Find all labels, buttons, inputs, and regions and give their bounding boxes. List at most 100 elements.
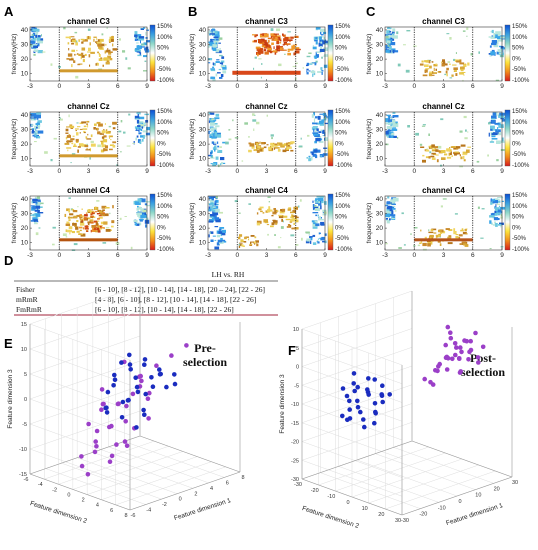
scatter-point (134, 425, 139, 430)
scatter-point (468, 338, 474, 344)
table-bands: [4 - 8], [6 - 10], [8 - 12], [10 - 14], … (95, 295, 256, 304)
scatter-point (146, 416, 151, 421)
scatter-point (372, 401, 378, 406)
z-tick-label: 0 (296, 365, 299, 371)
y-tick-label: 8 (124, 513, 127, 519)
x-tick-label: 3 (265, 83, 269, 90)
z-tick-label: -5 (22, 422, 27, 428)
scatter-point (428, 379, 433, 385)
scatter-point (340, 413, 345, 419)
scatter-point (355, 384, 361, 390)
scatter-point (147, 390, 152, 396)
x-tick-label: -20 (419, 512, 427, 518)
x-tick-label: 0 (179, 497, 182, 503)
scatter-point (475, 355, 481, 360)
scatter-point (444, 367, 450, 372)
y-tick-label: 40 (376, 112, 384, 119)
x-tick-label: 6 (116, 83, 120, 90)
grid-line (92, 302, 193, 489)
colorbar-label: 50% (512, 215, 525, 221)
heatmap-title: channel C4 (245, 186, 288, 195)
y-axis-label: Feature dimension 2 (29, 500, 88, 525)
z-tick-label: 5 (24, 372, 27, 378)
grid-line (29, 410, 141, 486)
scatter-point (119, 360, 124, 365)
x-axis-label: Feature dimension 1 (173, 497, 232, 522)
heatmap-title: channel C3 (245, 17, 288, 26)
y-tick-label: 10 (199, 156, 207, 163)
x-tick-label: 0 (235, 83, 239, 90)
scatter-point (345, 417, 350, 423)
x-axis-label: Feature dimension 1 (445, 502, 504, 527)
y-tick-label: 30 (21, 42, 29, 49)
colorbar-label: 100% (157, 204, 173, 210)
heatmap-background (385, 112, 502, 166)
y-axis-label: Feature dimension 2 (301, 505, 360, 530)
x-tick-label: 9 (500, 168, 504, 175)
x-tick-label: 6 (471, 252, 475, 259)
scatter-point (127, 362, 133, 367)
colorbar-label: 50% (335, 131, 348, 137)
scatter-point (94, 444, 99, 449)
grid-line (29, 385, 141, 461)
axis-line (411, 440, 513, 478)
x-tick-label: 0 (57, 83, 61, 90)
colorbar-label: -50% (157, 67, 172, 73)
y-tick-label: 30 (376, 42, 384, 49)
y-tick-label: 30 (21, 211, 29, 218)
colorbar-label: 100% (512, 204, 528, 210)
y-tick-label: 0 (346, 500, 349, 506)
y-axis-label: frequency(Hz) (366, 34, 373, 75)
scatter-point (340, 386, 346, 391)
scatter-point (444, 354, 450, 360)
grid-line (29, 435, 141, 511)
scatter-point (92, 449, 98, 455)
colorbar-label: -50% (335, 67, 350, 73)
x-tick-label: 9 (500, 252, 504, 259)
scatter-point (379, 392, 385, 397)
x-tick-label: 6 (226, 480, 229, 486)
y-tick-label: 20 (21, 141, 29, 148)
x-tick-label: 9 (500, 83, 504, 90)
scatter-point (79, 454, 84, 459)
x-tick-label: 6 (294, 168, 298, 175)
grid-line (72, 339, 183, 490)
scatter-point (366, 376, 371, 381)
y-tick-label: 20 (378, 512, 384, 518)
z-tick-label: 15 (21, 322, 27, 328)
heatmap-title: channel Cz (67, 102, 109, 111)
colorbar-label: 0% (335, 56, 344, 62)
colorbar-label: 150% (157, 193, 173, 199)
z-tick-label: -20 (291, 440, 299, 446)
scatter-point (184, 343, 189, 348)
axis-line (129, 471, 241, 511)
scatter-point (459, 349, 464, 355)
y-tick-label: 10 (376, 156, 384, 163)
scatter-point (99, 407, 104, 413)
x-tick-label: 0 (57, 168, 61, 175)
scatter-point (141, 407, 146, 413)
z-tick-label: 5 (296, 346, 299, 352)
scatter-point (358, 409, 363, 415)
y-tick-label: 10 (362, 506, 368, 512)
heatmap-background (30, 27, 147, 81)
y-tick-label: 10 (199, 240, 207, 247)
table-header: LH vs. RH (212, 270, 245, 279)
x-tick-label: -3 (205, 83, 211, 90)
z-axis-label: Feature dimension 3 (279, 374, 286, 434)
colorbar-label: 50% (512, 46, 525, 52)
colorbar-label: 0% (512, 56, 521, 62)
colorbar-label: -50% (512, 67, 527, 73)
x-tick-label: 3 (87, 252, 91, 259)
scatter-title: Pre- (194, 341, 216, 355)
y-tick-label: 10 (21, 156, 29, 163)
scatter-point (123, 419, 128, 424)
colorbar-label: -100% (157, 163, 175, 169)
scatter-point (127, 352, 132, 358)
y-tick-label: -2 (52, 487, 57, 493)
x-tick-label: 9 (145, 83, 149, 90)
colorbar-label: 100% (335, 35, 351, 41)
y-tick-label: 40 (199, 196, 207, 203)
x-tick-label: 3 (87, 168, 91, 175)
grid-line (29, 324, 141, 475)
